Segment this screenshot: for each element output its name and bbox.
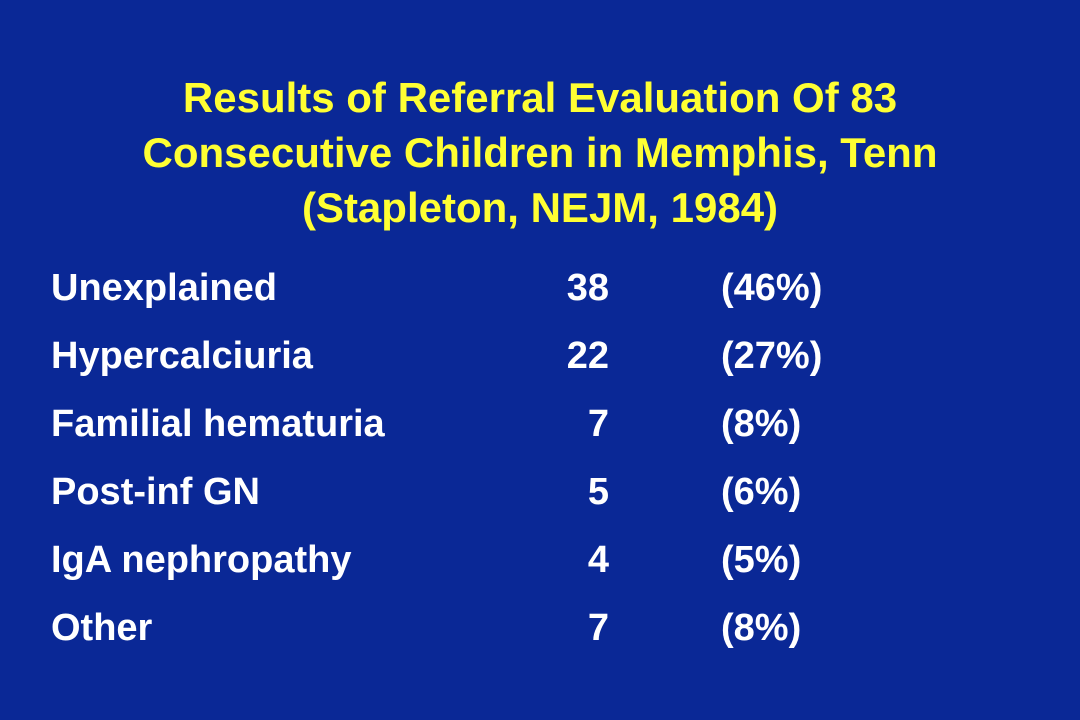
title-line-3: (Stapleton, NEJM, 1984) — [301, 184, 779, 231]
row-percent: (46%) — [721, 267, 823, 309]
results-row-familial-hematuria: Familial hematuria 7 (8%) — [51, 398, 1031, 466]
row-percent: (5%) — [721, 539, 802, 581]
row-count: 7 — [587, 607, 609, 649]
row-count: 7 — [587, 403, 609, 445]
row-label: Other — [51, 607, 153, 649]
title-line-2: Consecutive Children in Memphis, Tenn — [142, 129, 938, 176]
row-label: Familial hematuria — [51, 403, 385, 445]
results-row-post-inf-gn: Post-inf GN 5 (6%) — [51, 466, 1031, 534]
row-label: IgA nephropathy — [51, 539, 352, 581]
title-line-1: Results of Referral Evaluation Of 83 — [182, 74, 898, 121]
results-row-hypercalciuria: Hypercalciuria 22 (27%) — [51, 330, 1031, 398]
row-label: Post-inf GN — [51, 471, 260, 513]
results-row-unexplained: Unexplained 38 (46%) — [51, 262, 1031, 330]
row-count: 4 — [587, 539, 609, 581]
row-count: 22 — [566, 335, 609, 377]
results-row-other: Other 7 (8%) — [51, 602, 1031, 670]
slide-title: Results of Referral Evaluation Of 83 Con… — [40, 70, 1040, 235]
row-percent: (27%) — [721, 335, 823, 377]
results-row-iga-nephropathy: IgA nephropathy 4 (5%) — [51, 534, 1031, 602]
row-percent: (8%) — [721, 403, 802, 445]
row-label: Hypercalciuria — [51, 335, 313, 377]
row-count: 38 — [566, 267, 609, 309]
results-list: Unexplained 38 (46%) Hypercalciuria 22 (… — [51, 262, 1031, 670]
row-percent: (6%) — [721, 471, 802, 513]
row-percent: (8%) — [721, 607, 802, 649]
row-label: Unexplained — [51, 267, 277, 309]
row-count: 5 — [587, 471, 609, 513]
